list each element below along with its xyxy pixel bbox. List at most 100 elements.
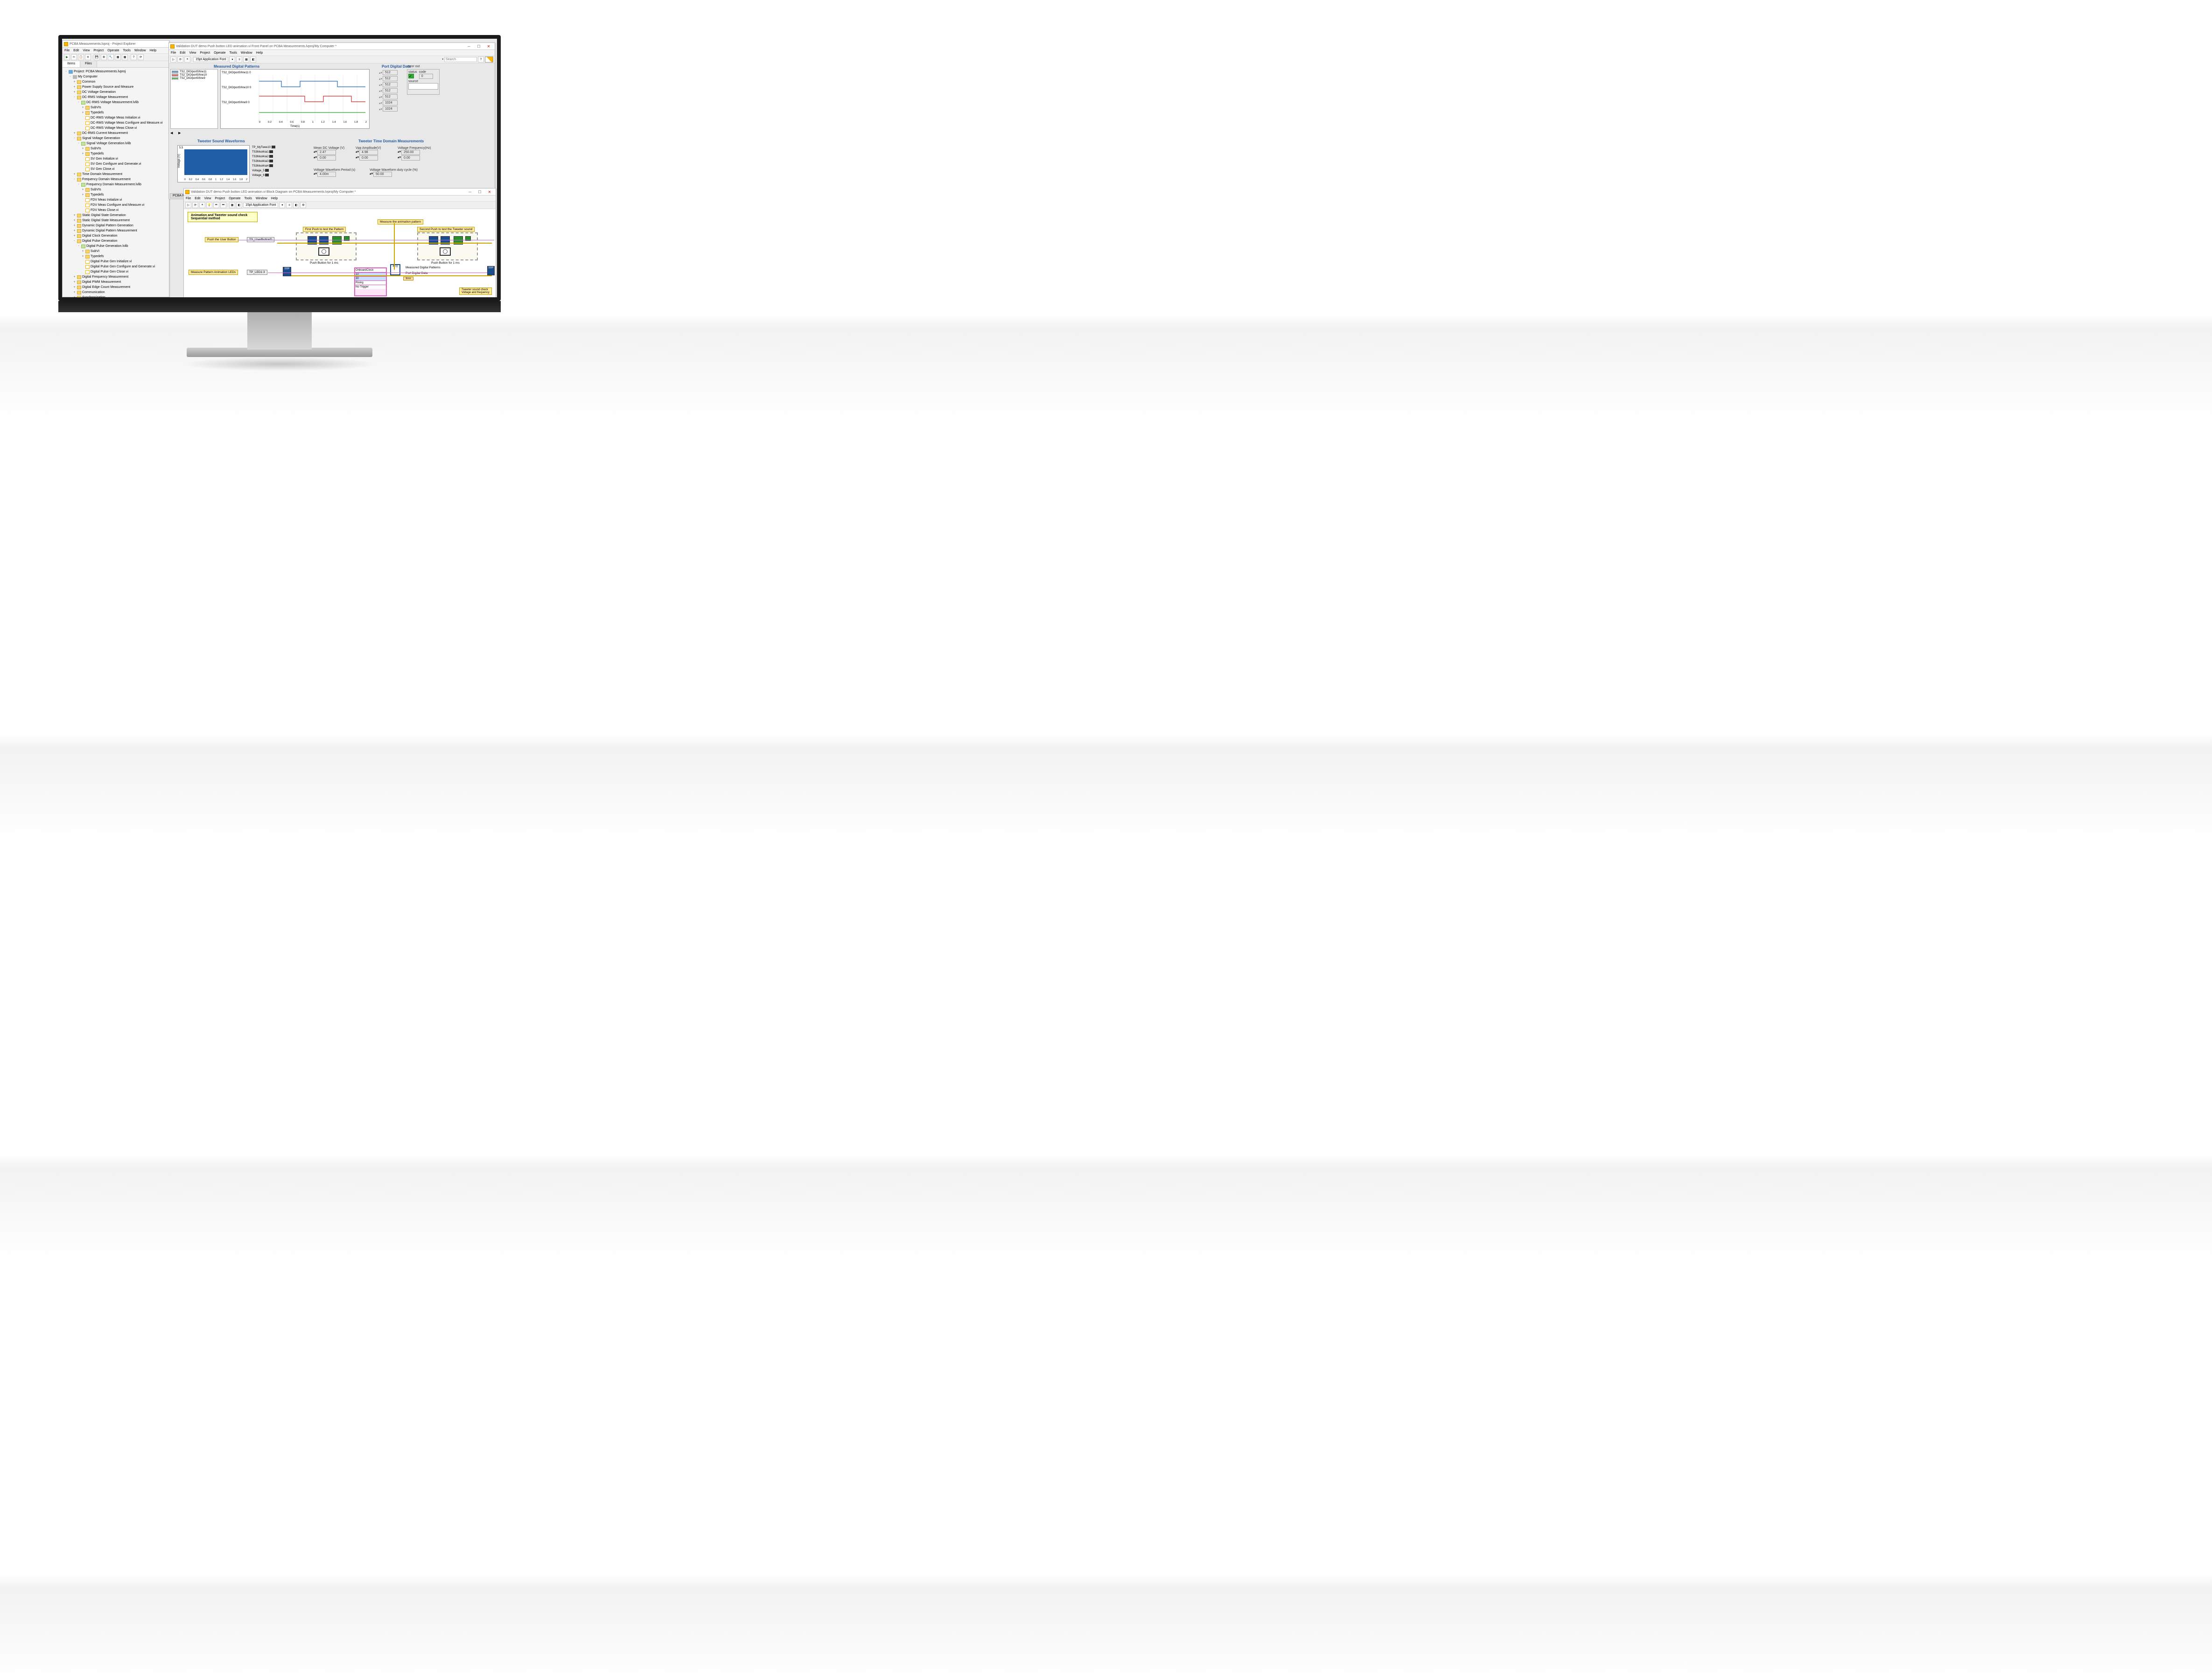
tree-node[interactable]: -Project: PCBA Measurements.lvproj bbox=[64, 69, 167, 74]
run-button[interactable]: ▷ bbox=[170, 56, 176, 63]
tree-node[interactable]: +Dynamic Digital Pattern Generation bbox=[64, 223, 167, 228]
tree-node[interactable]: FDV Meas Close.vi bbox=[64, 208, 167, 213]
proj-tabs[interactable]: Items Files bbox=[63, 61, 169, 68]
tweeter-wave-graph[interactable]: Voltage (V) 5.5 00.20.40.60.811.21.41.61… bbox=[177, 145, 250, 182]
tree-node[interactable]: -Signal Voltage Generation bbox=[64, 136, 167, 141]
tree-node[interactable]: FDV Meas Initialize.vi bbox=[64, 197, 167, 203]
close-button[interactable]: ✕ bbox=[484, 43, 493, 49]
proj-toolbar[interactable]: ▶✂📋✕ | 💾⚙🔧▦▦ | ?⟳ bbox=[63, 54, 169, 61]
tree-node[interactable]: +Static Digital State Generation bbox=[64, 213, 167, 218]
menu-window[interactable]: Window bbox=[241, 51, 252, 55]
tree-node[interactable]: +Digital Clock Generation bbox=[64, 233, 167, 238]
tree-node[interactable]: +Typedefs bbox=[64, 254, 167, 259]
menu-operate[interactable]: Operate bbox=[107, 49, 119, 52]
fp-titlebar[interactable]: Validation DUT demo Push button LED anim… bbox=[169, 43, 495, 50]
port-data-array[interactable]: ▴▾512▴▾512▴▾512▴▾512▴▾512▴▾1024▴▾1024 bbox=[379, 70, 398, 112]
bd-toolbar[interactable]: ▷⟳⏸💡⏯⏭ | ▦◧ 15pt Application Font ▾≡◧⚙ bbox=[184, 202, 496, 209]
tree-node[interactable]: +DC-RMS Current Measurement bbox=[64, 131, 167, 136]
menu-project[interactable]: Project bbox=[215, 197, 225, 200]
max-button[interactable]: ☐ bbox=[474, 43, 483, 49]
min-button[interactable]: ─ bbox=[464, 43, 474, 49]
project-tree[interactable]: -Project: PCBA Measurements.lvproj-My Co… bbox=[63, 68, 169, 301]
menu-edit[interactable]: Edit bbox=[73, 49, 79, 52]
tree-node[interactable]: -Digital Pulse Generation bbox=[64, 238, 167, 244]
tree-node[interactable]: -My Computer bbox=[64, 74, 167, 79]
menu-file[interactable]: File bbox=[171, 51, 176, 55]
tree-node[interactable]: +Digital Frequency Measurement bbox=[64, 274, 167, 280]
menu-help[interactable]: Help bbox=[271, 197, 278, 200]
menu-operate[interactable]: Operate bbox=[229, 197, 240, 200]
digital-pattern-graph[interactable]: TS2_DIO/port0/line11 0TS2_DIO/port0/line… bbox=[220, 69, 370, 129]
menu-project[interactable]: Project bbox=[200, 51, 210, 55]
tree-node[interactable]: +Digital PWM Measurement bbox=[64, 280, 167, 285]
menu-tools[interactable]: Tools bbox=[244, 197, 252, 200]
search-input[interactable] bbox=[444, 57, 477, 62]
tree-node[interactable]: +Power Supply Source and Measure bbox=[64, 84, 167, 90]
tree-node[interactable]: SV Gen Close.vi bbox=[64, 167, 167, 172]
tree-node[interactable]: -DC-RMS Voltage Measurement bbox=[64, 95, 167, 100]
tree-node[interactable]: +SubVIs bbox=[64, 105, 167, 110]
menu-project[interactable]: Project bbox=[93, 49, 104, 52]
tree-node[interactable]: SV Gen Configure and Generate.vi bbox=[64, 161, 167, 167]
fp-menubar[interactable]: File Edit View Project Operate Tools Window Hel… bbox=[169, 50, 495, 56]
tree-node[interactable]: +Communication bbox=[64, 290, 167, 295]
menu-view[interactable]: View bbox=[83, 49, 90, 52]
bd-title: Validation DUT demo Push button LED anim… bbox=[191, 190, 356, 194]
menu-window[interactable]: Window bbox=[134, 49, 146, 52]
menu-file[interactable]: File bbox=[64, 49, 70, 52]
menu-file[interactable]: File bbox=[186, 197, 191, 200]
font-selector[interactable]: 15pt Application Font bbox=[193, 57, 228, 62]
tree-node[interactable]: DC-RMS Voltage Meas Initialize.vi bbox=[64, 115, 167, 120]
tree-node[interactable]: DC-RMS Voltage Meas Close.vi bbox=[64, 126, 167, 131]
tree-node[interactable]: +DC Voltage Generation bbox=[64, 90, 167, 95]
menu-operate[interactable]: Operate bbox=[214, 51, 225, 55]
tree-node[interactable]: +Static Digital State Measurement bbox=[64, 218, 167, 223]
vi-icon[interactable] bbox=[485, 56, 493, 63]
tree-node[interactable]: +Digital Edge Count Measurement bbox=[64, 285, 167, 290]
tree-node[interactable]: -Signal Voltage Generation.lvlib bbox=[64, 141, 167, 146]
tree-node[interactable]: DC-RMS Voltage Meas Configure and Measur… bbox=[64, 120, 167, 126]
menu-tools[interactable]: Tools bbox=[123, 49, 130, 52]
menu-tools[interactable]: Tools bbox=[229, 51, 237, 55]
tree-node[interactable]: +Typedefs bbox=[64, 110, 167, 115]
tree-node[interactable]: +SubVI bbox=[64, 249, 167, 254]
help-button[interactable]: ? bbox=[478, 56, 484, 63]
menu-help[interactable]: Help bbox=[256, 51, 263, 55]
tree-node[interactable]: +Typedefs bbox=[64, 151, 167, 156]
tree-node[interactable]: -Digital Pulse Generation.lvlib bbox=[64, 244, 167, 249]
proj-menubar[interactable]: FileEdit ViewProjectOperate Tools Window Hel… bbox=[63, 48, 169, 54]
vi-bd-icon bbox=[185, 190, 189, 194]
tree-node[interactable]: Digital Pulse Gen Configure and Generate… bbox=[64, 264, 167, 269]
menu-help[interactable]: Help bbox=[150, 49, 156, 52]
bd-menubar[interactable]: File Edit View Project Operate Tools Window Hel… bbox=[184, 196, 496, 202]
tree-node[interactable]: FDV Meas Configure and Measure.vi bbox=[64, 203, 167, 208]
tree-node[interactable]: +Synchronization bbox=[64, 295, 167, 300]
tree-node[interactable]: -DC-RMS Voltage Measurement.lvlib bbox=[64, 100, 167, 105]
proj-titlebar[interactable]: PCBA Measurements.lvproj - Project Explo… bbox=[63, 41, 169, 48]
wait-node-1 bbox=[318, 247, 329, 256]
menu-edit[interactable]: Edit bbox=[195, 197, 200, 200]
tree-node[interactable]: +SubVIs bbox=[64, 187, 167, 192]
menu-edit[interactable]: Edit bbox=[180, 51, 185, 55]
scroll-right[interactable]: ▶ bbox=[178, 132, 181, 135]
bd-canvas[interactable]: Animation and Tweeter sound check Sequen… bbox=[184, 209, 496, 298]
tree-node[interactable]: Digital Pulse Gen Initialize.vi bbox=[64, 259, 167, 264]
menu-view[interactable]: View bbox=[189, 51, 196, 55]
tree-node[interactable]: -Frequency Domain Measurement.lvlib bbox=[64, 182, 167, 187]
tree-node[interactable]: SV Gen Initialize.vi bbox=[64, 156, 167, 161]
fp-toolbar[interactable]: ▷⟳⏸ | 15pt Application Font ▾≡▦◧ • ? bbox=[169, 56, 495, 63]
tree-node[interactable]: +Temperature Thermistor Measurement bbox=[64, 300, 167, 301]
tab-items[interactable]: Items bbox=[63, 61, 80, 67]
tree-node[interactable]: -Frequency Domain Measurement bbox=[64, 177, 167, 182]
tab-files[interactable]: Files bbox=[80, 61, 97, 67]
tree-node[interactable]: +Dynamic Digital Pattern Measurement bbox=[64, 228, 167, 233]
tree-node[interactable]: +Common bbox=[64, 79, 167, 84]
menu-window[interactable]: Window bbox=[256, 197, 267, 200]
menu-view[interactable]: View bbox=[204, 197, 211, 200]
scroll-left[interactable]: ◀ bbox=[170, 132, 173, 135]
bd-titlebar[interactable]: Validation DUT demo Push button LED anim… bbox=[184, 189, 496, 196]
tree-node[interactable]: +SubVIs bbox=[64, 146, 167, 151]
tree-node[interactable]: +Typedefs bbox=[64, 192, 167, 197]
tree-node[interactable]: +Time Domain Measurement bbox=[64, 172, 167, 177]
tree-node[interactable]: Digital Pulse Gen Close.vi bbox=[64, 269, 167, 274]
